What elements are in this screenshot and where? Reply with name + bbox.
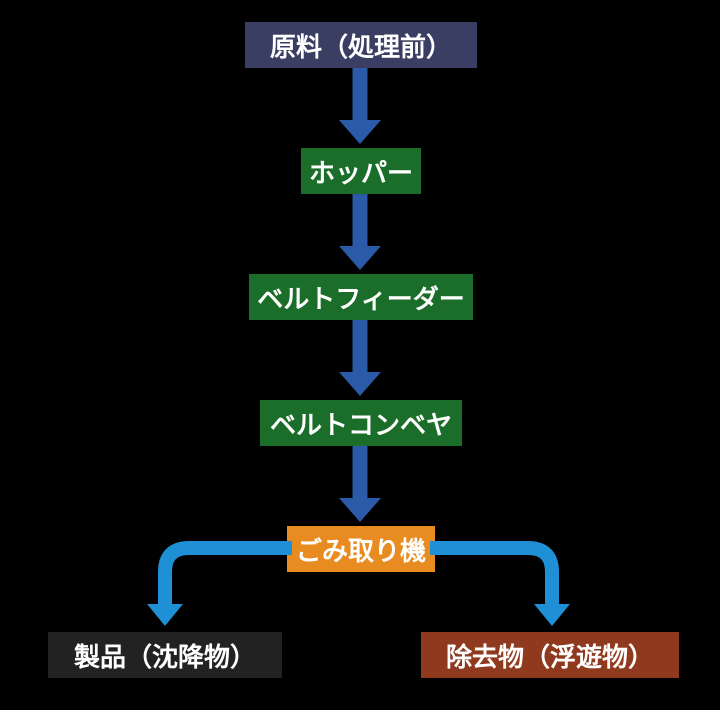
arrow-trash-to-removed [0,0,720,710]
flowchart-canvas: 原料（処理前） ホッパー ベルトフィーダー ベルトコンベヤ ごみ取り機 製品（沈… [0,0,720,710]
